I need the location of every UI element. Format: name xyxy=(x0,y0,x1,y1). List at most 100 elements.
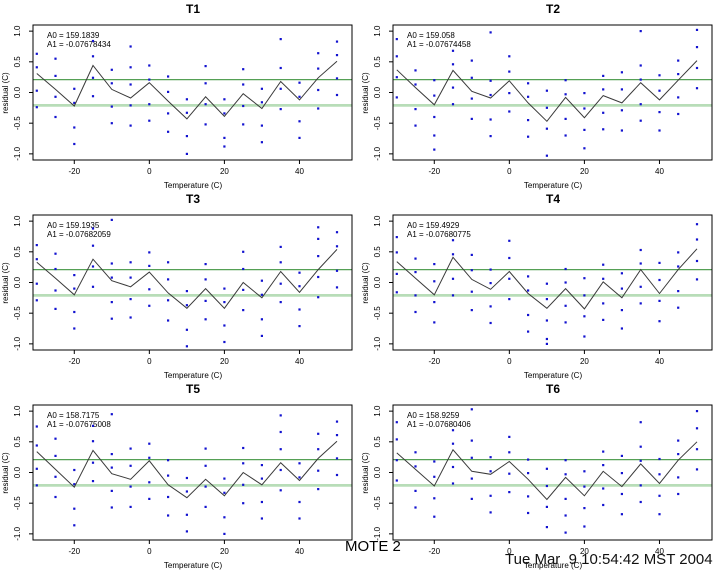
y-tick-label: 0.5 xyxy=(13,246,22,258)
mean-line xyxy=(396,441,698,501)
plot-title: T6 xyxy=(546,382,560,396)
x-tick-label: 40 xyxy=(655,357,664,366)
y-tick-label: -1.0 xyxy=(373,336,382,350)
y-tick-label: 0.0 xyxy=(373,276,382,288)
y-tick-label: 0.0 xyxy=(13,276,22,288)
y-tick-label: 1.0 xyxy=(13,215,22,227)
plot-title: T5 xyxy=(186,382,200,396)
y-tick-label: 0.0 xyxy=(13,86,22,98)
x-tick-label: -20 xyxy=(429,167,441,176)
x-tick-label: 0 xyxy=(507,167,512,176)
x-tick-label: 40 xyxy=(655,167,664,176)
y-tick-label: 1.0 xyxy=(13,405,22,417)
annotation-a1: A1 = -0.07680406 xyxy=(407,420,471,429)
x-axis-label: Temperature (C) xyxy=(164,561,223,570)
x-axis-label: Temperature (C) xyxy=(524,181,583,190)
y-tick-label: -1.0 xyxy=(13,336,22,350)
x-axis-label: Temperature (C) xyxy=(524,561,583,570)
mean-line xyxy=(396,248,698,310)
plot-area: -20 0 20 40 -1.0 -0.5 0.0 0.5 1.0 xyxy=(373,214,713,366)
scatter-points xyxy=(35,218,339,348)
y-axis-label: residual (C) xyxy=(361,72,370,114)
x-tick-label: 20 xyxy=(220,357,229,366)
plot-area: -20 0 20 40 -1.0 -0.5 0.0 0.5 1.0 xyxy=(373,404,713,556)
x-tick-label: 20 xyxy=(580,547,589,556)
y-tick-label: -1.0 xyxy=(13,146,22,160)
y-axis-label: residual (C) xyxy=(1,262,10,304)
annotation-a0: A0 = 159.4929 xyxy=(407,221,460,230)
y-tick-label: 0.5 xyxy=(373,436,382,448)
y-tick-label: 0.0 xyxy=(13,466,22,478)
y-tick-label: 0.5 xyxy=(13,56,22,68)
x-tick-label: -20 xyxy=(429,357,441,366)
plot-area: -20 0 20 40 -1.0 -0.5 0.0 0.5 1.0 xyxy=(13,404,353,556)
plot-area: -20 0 20 40 -1.0 -0.5 0.0 0.5 1.0 xyxy=(373,24,713,176)
annotation-a0: A0 = 159.1839 xyxy=(47,31,100,40)
plot-title: T3 xyxy=(186,192,200,206)
scatter-points xyxy=(395,223,699,345)
x-tick-label: 40 xyxy=(295,357,304,366)
x-axis-label: Temperature (C) xyxy=(164,181,223,190)
x-tick-label: -20 xyxy=(429,547,441,556)
x-tick-label: 40 xyxy=(655,547,664,556)
plot-area: -20 0 20 40 -1.0 -0.5 0.0 0.5 1.0 xyxy=(13,214,353,366)
plot-title: T2 xyxy=(546,2,560,16)
y-tick-label: -0.5 xyxy=(373,496,382,510)
y-tick-label: -0.5 xyxy=(13,306,22,320)
x-tick-label: 0 xyxy=(507,357,512,366)
subplot-t5: T5 A0 = 158.7175 A1 = -0.07675008 Temper… xyxy=(0,380,361,570)
plot-t1-canvas: T1 A0 = 159.1839 A1 = -0.07678434 Temper… xyxy=(1,2,353,190)
y-tick-label: -1.0 xyxy=(373,526,382,540)
scatter-points xyxy=(35,413,339,535)
mean-line xyxy=(36,249,338,310)
y-axis-label: residual (C) xyxy=(361,452,370,494)
x-tick-label: 40 xyxy=(295,167,304,176)
x-tick-label: 20 xyxy=(220,167,229,176)
y-tick-label: 0.0 xyxy=(373,86,382,98)
x-tick-label: 40 xyxy=(295,547,304,556)
y-tick-label: -1.0 xyxy=(13,526,22,540)
annotation-a1: A1 = -0.07682059 xyxy=(47,230,111,239)
subplot-t3: T3 A0 = 159.1935 A1 = -0.07682059 Temper… xyxy=(0,190,361,380)
y-axis-label: residual (C) xyxy=(1,452,10,494)
plot-title: T4 xyxy=(546,192,560,206)
x-tick-label: 0 xyxy=(147,167,152,176)
plot-title: T1 xyxy=(186,2,200,16)
annotation-a1: A1 = -0.07678434 xyxy=(47,40,111,49)
y-tick-label: 0.5 xyxy=(373,56,382,68)
timestamp-label: Tue Mar 9 10:54:42 MST 2004 xyxy=(505,551,713,568)
y-tick-label: -0.5 xyxy=(373,116,382,130)
mean-line xyxy=(36,440,338,499)
subplot-t1: T1 A0 = 159.1839 A1 = -0.07678434 Temper… xyxy=(0,0,361,190)
y-tick-label: 1.0 xyxy=(13,25,22,37)
annotation-a0: A0 = 159.1935 xyxy=(47,221,100,230)
y-axis-label: residual (C) xyxy=(361,262,370,304)
y-tick-label: -0.5 xyxy=(373,306,382,320)
annotation-a0: A0 = 158.9259 xyxy=(407,411,460,420)
mote-label: MOTE 2 xyxy=(345,538,401,555)
plot-t2-canvas: T2 A0 = 159.058 A1 = -0.07674458 Tempera… xyxy=(361,2,713,190)
y-axis-label: residual (C) xyxy=(1,72,10,114)
y-tick-label: 0.5 xyxy=(373,246,382,258)
x-tick-label: -20 xyxy=(69,547,81,556)
scatter-points xyxy=(35,38,339,155)
subplot-t6: T6 A0 = 158.9259 A1 = -0.07680406 Temper… xyxy=(360,380,722,570)
x-tick-label: 20 xyxy=(580,357,589,366)
x-tick-label: -20 xyxy=(69,357,81,366)
annotation-a1: A1 = -0.07675008 xyxy=(47,420,111,429)
x-tick-label: 20 xyxy=(580,167,589,176)
x-axis-label: Temperature (C) xyxy=(524,371,583,380)
annotation-a0: A0 = 159.058 xyxy=(407,31,455,40)
y-tick-label: 1.0 xyxy=(373,25,382,37)
x-tick-label: -20 xyxy=(69,167,81,176)
plot-t6-canvas: T6 A0 = 158.9259 A1 = -0.07680406 Temper… xyxy=(361,382,713,570)
y-tick-label: 0.0 xyxy=(373,466,382,478)
mean-line xyxy=(36,60,338,120)
y-tick-label: 1.0 xyxy=(373,405,382,417)
y-tick-label: -1.0 xyxy=(373,146,382,160)
plot-t4-canvas: T4 A0 = 159.4929 A1 = -0.07680775 Temper… xyxy=(361,192,713,380)
annotation-a0: A0 = 158.7175 xyxy=(47,411,100,420)
scatter-points xyxy=(395,28,699,157)
x-tick-label: 0 xyxy=(507,547,512,556)
x-tick-label: 0 xyxy=(147,357,152,366)
